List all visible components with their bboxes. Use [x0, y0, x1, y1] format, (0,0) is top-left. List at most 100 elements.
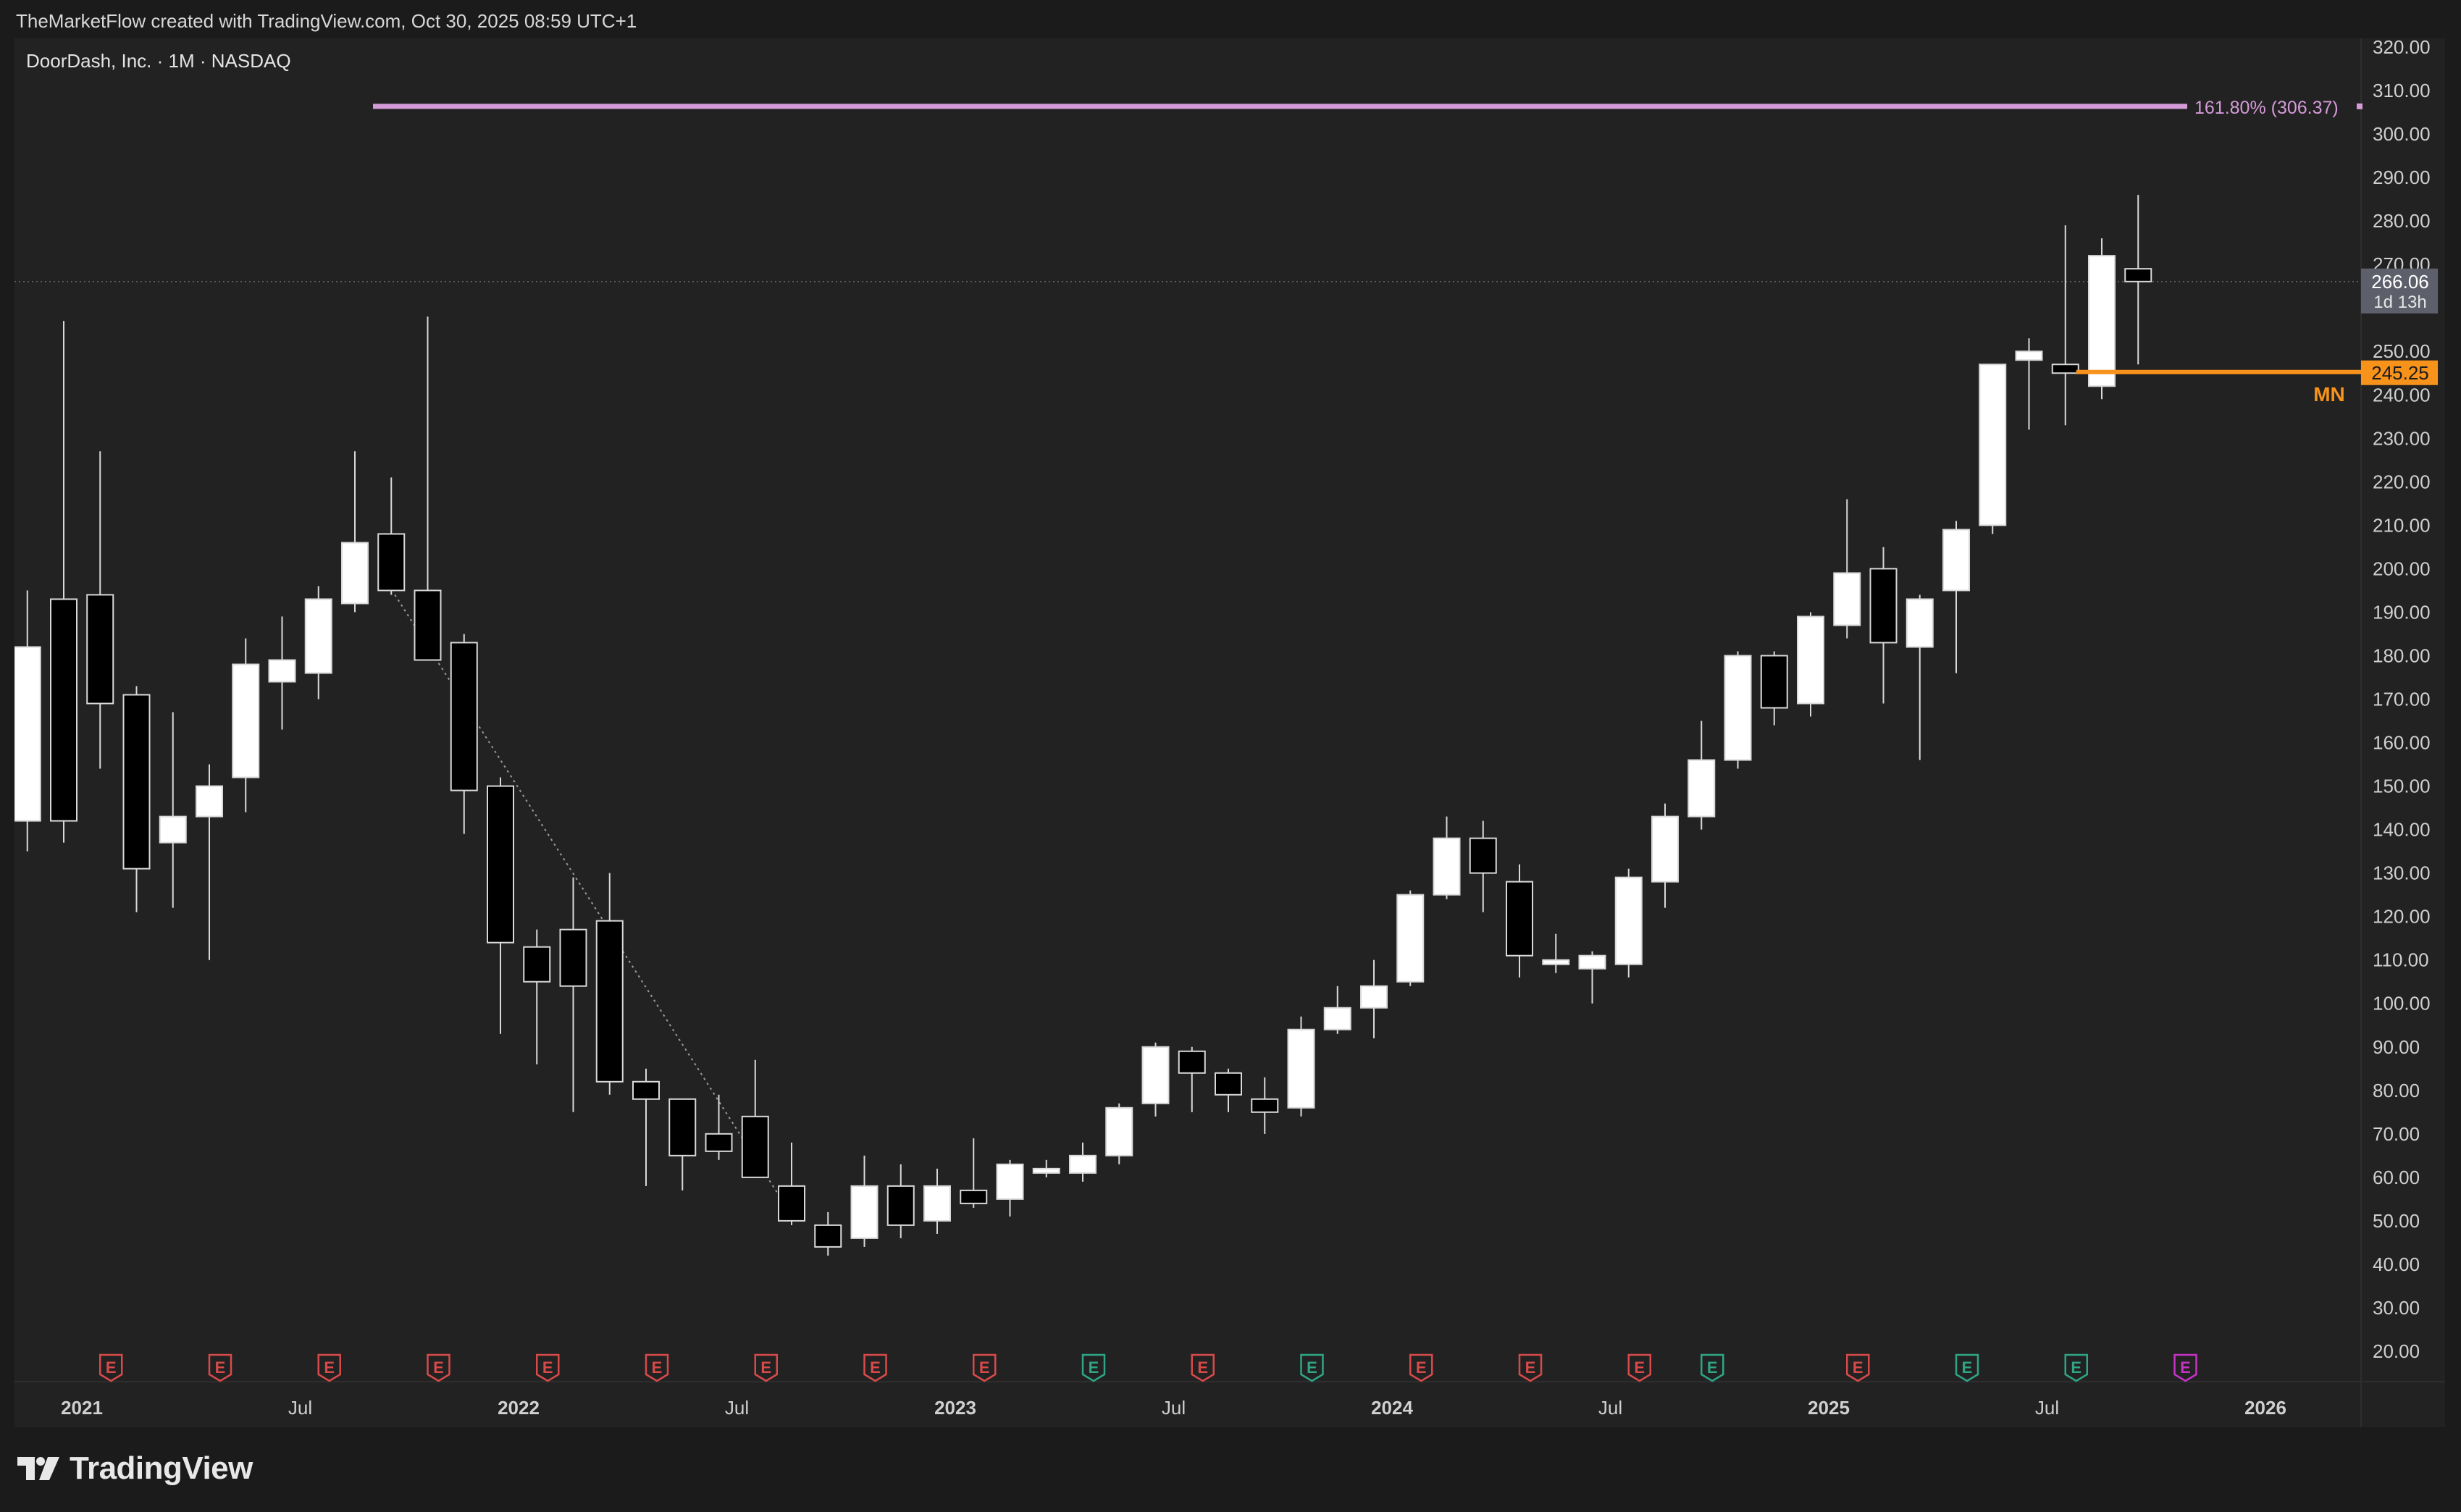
time-tick-label: 2026 — [2244, 1397, 2286, 1419]
trendline[interactable] — [394, 594, 796, 1222]
earnings-marker-label: E — [433, 1358, 444, 1377]
candle-body[interactable] — [1869, 568, 1898, 644]
candle-body[interactable] — [86, 594, 114, 705]
candle-body[interactable] — [1360, 985, 1388, 1009]
price-tick-label: 300.00 — [2373, 123, 2431, 145]
candle-body[interactable] — [814, 1224, 842, 1248]
candle-body[interactable] — [559, 928, 587, 987]
price-tick-label: 70.00 — [2373, 1123, 2420, 1145]
candle-body[interactable] — [1469, 837, 1497, 874]
candle-body[interactable] — [595, 920, 624, 1083]
mn-level-label: MN — [2313, 383, 2345, 406]
candle-body[interactable] — [1797, 616, 1824, 705]
earnings-marker-icon[interactable] — [1846, 1353, 1870, 1382]
candle-body[interactable] — [1396, 894, 1425, 983]
candle-body[interactable] — [778, 1185, 805, 1222]
candle-body[interactable] — [741, 1115, 769, 1178]
candle-body[interactable] — [487, 785, 514, 944]
earnings-marker-icon[interactable] — [645, 1353, 669, 1382]
current-price-tag — [2361, 268, 2438, 314]
candle-body[interactable] — [450, 642, 478, 791]
candle-body[interactable] — [2124, 268, 2152, 282]
candle-body[interactable] — [2088, 255, 2116, 387]
earnings-marker-icon[interactable] — [754, 1353, 778, 1382]
time-tick-label: 2022 — [498, 1397, 540, 1419]
earnings-marker-icon[interactable] — [536, 1353, 560, 1382]
candle-body[interactable] — [1215, 1072, 1242, 1096]
candle-body[interactable] — [996, 1163, 1024, 1200]
candle-body[interactable] — [1833, 572, 1861, 626]
tradingview-logo[interactable]: TradingView — [16, 1450, 253, 1486]
candle-body[interactable] — [1323, 1007, 1351, 1030]
chart-panel[interactable]: 320.00 310.00 300.00 290.00 280.00 270.00 250.… — [14, 38, 2445, 1427]
candle-body[interactable] — [14, 646, 41, 822]
earnings-marker-icon[interactable] — [1955, 1353, 1979, 1382]
earnings-marker-icon[interactable] — [99, 1353, 123, 1382]
earnings-marker-icon[interactable] — [973, 1353, 997, 1382]
candle-body[interactable] — [1542, 959, 1570, 965]
earnings-marker-icon[interactable] — [427, 1353, 450, 1382]
candle-body[interactable] — [1433, 837, 1461, 896]
candle-body[interactable] — [1251, 1098, 1279, 1113]
earnings-marker-icon[interactable] — [317, 1353, 341, 1382]
candle-body[interactable] — [196, 785, 223, 818]
candle-body[interactable] — [2051, 364, 2079, 374]
candle-body[interactable] — [1979, 364, 2007, 526]
candle-body[interactable] — [1614, 876, 1643, 965]
candle-body[interactable] — [1906, 598, 1934, 648]
candle-body[interactable] — [632, 1080, 660, 1100]
candle-body[interactable] — [1760, 655, 1788, 709]
candle-body[interactable] — [923, 1185, 951, 1222]
candle-body[interactable] — [232, 663, 260, 778]
candle-body[interactable] — [1651, 815, 1679, 883]
price-tick-label: 240.00 — [2373, 384, 2431, 406]
candle-body[interactable] — [414, 589, 442, 661]
candle-body[interactable] — [1506, 881, 1533, 957]
candle-body[interactable] — [705, 1133, 733, 1152]
candle-body[interactable] — [1105, 1106, 1133, 1156]
earnings-marker-icon[interactable] — [1627, 1353, 1651, 1382]
candle-body[interactable] — [1141, 1046, 1170, 1104]
earnings-marker-label: E — [1307, 1358, 1317, 1377]
candle-body[interactable] — [1724, 655, 1752, 761]
earnings-marker-icon[interactable] — [2064, 1353, 2088, 1382]
earnings-marker-label: E — [106, 1358, 117, 1377]
earnings-marker-icon[interactable] — [1081, 1353, 1106, 1382]
candle-body[interactable] — [122, 694, 151, 870]
candle-body[interactable] — [304, 598, 332, 674]
candle-body[interactable] — [960, 1189, 988, 1204]
earnings-marker-icon[interactable] — [1191, 1353, 1215, 1382]
candle-body[interactable] — [268, 659, 296, 683]
candle-body[interactable] — [1688, 759, 1716, 818]
price-tick-label: 280.00 — [2373, 210, 2431, 232]
candle-body[interactable] — [1578, 954, 1606, 970]
candle-body[interactable] — [523, 946, 551, 983]
fib-level-label: 161.80% (306.37) — [2194, 98, 2339, 118]
earnings-marker-label: E — [652, 1358, 663, 1377]
earnings-marker-icon[interactable] — [1409, 1353, 1433, 1382]
earnings-marker-label: E — [760, 1358, 771, 1377]
candle-body[interactable] — [1069, 1154, 1097, 1174]
earnings-marker-icon[interactable] — [1701, 1353, 1724, 1382]
candle-body[interactable] — [668, 1098, 697, 1156]
candlestick-chart[interactable]: 320.00310.00300.00290.00280.00270.00250.… — [14, 38, 2445, 1427]
candle-body[interactable] — [1032, 1167, 1060, 1174]
earnings-marker-icon[interactable] — [208, 1353, 232, 1382]
candle-body[interactable] — [850, 1185, 879, 1239]
candle-body[interactable] — [341, 542, 369, 605]
earnings-marker-icon[interactable] — [1518, 1353, 1543, 1382]
price-tick-label: 190.00 — [2373, 601, 2431, 623]
earnings-marker-icon[interactable] — [1300, 1353, 1324, 1382]
candle-body[interactable] — [1178, 1050, 1206, 1074]
earnings-marker-icon[interactable] — [863, 1353, 887, 1382]
candle-body[interactable] — [159, 815, 187, 844]
candle-body[interactable] — [50, 598, 77, 822]
candle-body[interactable] — [1287, 1028, 1315, 1109]
candle-body[interactable] — [886, 1185, 915, 1226]
candle-body[interactable] — [1942, 529, 1970, 592]
candle-body[interactable] — [377, 533, 406, 592]
time-tick-label: Jul — [1598, 1397, 1622, 1419]
earnings-marker-label: E — [1197, 1358, 1208, 1377]
earnings-marker-icon[interactable] — [2173, 1353, 2197, 1382]
candle-body[interactable] — [2015, 350, 2043, 361]
